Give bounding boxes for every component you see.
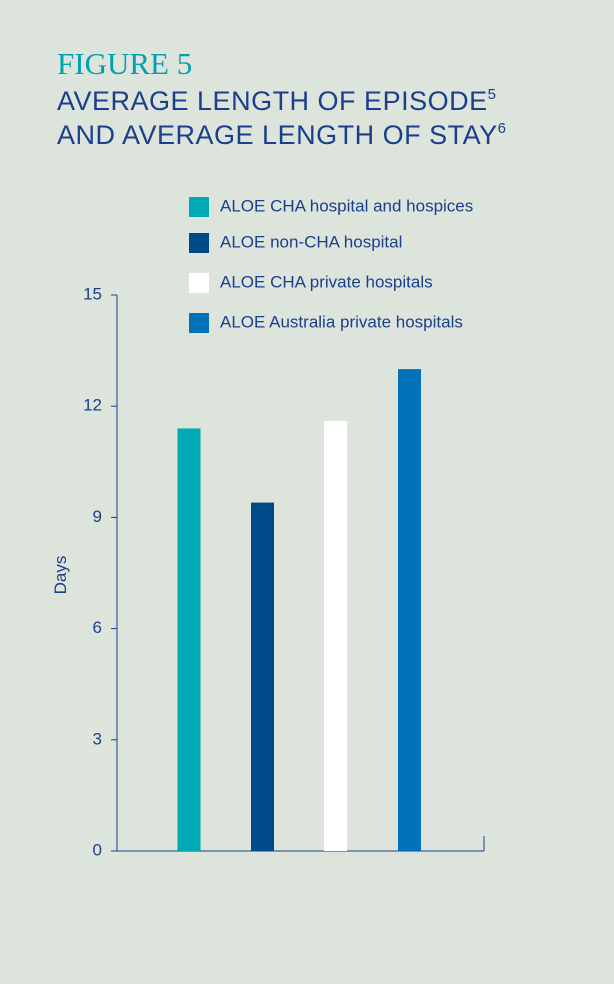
y-axis-label: Days <box>51 556 70 595</box>
y-tick-label: 12 <box>83 396 102 415</box>
legend-label: ALOE Australia private hospitals <box>220 312 463 331</box>
chart-title: AND AVERAGE LENGTH OF STAY6 <box>57 120 506 150</box>
figure-label: FIGURE 5 <box>57 46 192 81</box>
y-tick-label: 9 <box>93 507 102 526</box>
title-line: AVERAGE LENGTH OF EPISODE <box>57 86 488 116</box>
bar <box>398 369 421 851</box>
bar <box>251 502 274 851</box>
chart-title: AVERAGE LENGTH OF EPISODE5 <box>57 86 496 116</box>
legend-swatch <box>189 273 209 293</box>
legend-label: ALOE non-CHA hospital <box>220 232 402 251</box>
legend-label: ALOE CHA hospital and hospices <box>220 196 473 215</box>
y-tick-label: 0 <box>93 840 102 859</box>
y-tick-label: 3 <box>93 729 102 748</box>
title-line: AND AVERAGE LENGTH OF STAY <box>57 120 498 150</box>
legend-swatch <box>189 197 209 217</box>
y-tick-label: 15 <box>83 284 102 303</box>
bar <box>324 421 347 851</box>
legend-label: ALOE CHA private hospitals <box>220 272 433 291</box>
y-tick-label: 6 <box>93 618 102 637</box>
legend-swatch <box>189 313 209 333</box>
footnote-mark: 6 <box>498 120 507 137</box>
bar <box>177 428 201 851</box>
footnote-mark: 5 <box>488 86 497 103</box>
legend-swatch <box>189 233 209 253</box>
